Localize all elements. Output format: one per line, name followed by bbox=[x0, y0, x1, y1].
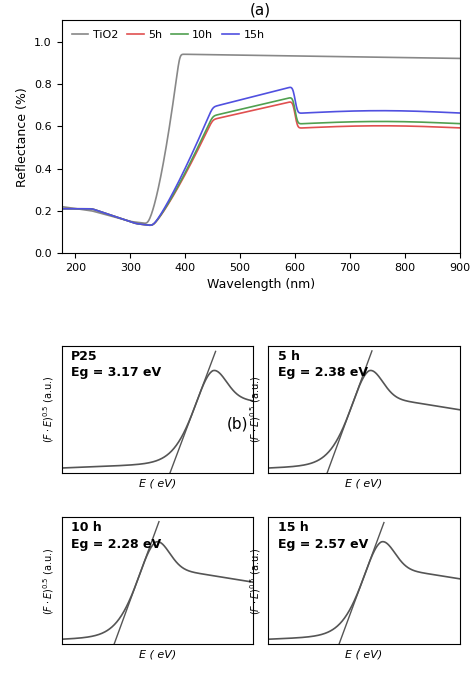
TiO2 bbox=[313, 52, 319, 60]
Line: 15h: 15h bbox=[62, 87, 460, 225]
10h bbox=[362, 117, 367, 125]
5h bbox=[287, 98, 293, 106]
15h bbox=[83, 205, 89, 213]
5h bbox=[313, 123, 319, 132]
5h bbox=[457, 124, 463, 132]
10h bbox=[287, 94, 293, 102]
15h bbox=[147, 221, 153, 229]
Text: P25: P25 bbox=[71, 350, 98, 363]
Legend: TiO2, 5h, 10h, 15h: TiO2, 5h, 10h, 15h bbox=[67, 26, 269, 45]
Text: Eg = 3.17 eV: Eg = 3.17 eV bbox=[71, 366, 161, 380]
TiO2 bbox=[362, 53, 367, 61]
5h bbox=[147, 221, 153, 229]
15h bbox=[457, 109, 463, 117]
TiO2 bbox=[59, 203, 64, 211]
Line: 10h: 10h bbox=[62, 98, 460, 225]
TiO2 bbox=[83, 206, 89, 214]
5h bbox=[59, 205, 64, 213]
10h bbox=[147, 221, 153, 229]
10h bbox=[402, 118, 408, 126]
Title: (a): (a) bbox=[250, 3, 271, 18]
15h bbox=[313, 108, 319, 117]
X-axis label: E ( eV): E ( eV) bbox=[346, 650, 383, 660]
15h bbox=[291, 89, 297, 98]
Y-axis label: $\mathit{( F \cdot E)^{0.5}}$ (a.u.): $\mathit{( F \cdot E)^{0.5}}$ (a.u.) bbox=[248, 376, 263, 443]
X-axis label: E ( eV): E ( eV) bbox=[346, 479, 383, 488]
15h bbox=[59, 205, 64, 213]
5h bbox=[83, 205, 89, 213]
Text: 5 h: 5 h bbox=[278, 350, 300, 363]
Text: 15 h: 15 h bbox=[278, 521, 309, 534]
10h bbox=[291, 100, 297, 108]
Y-axis label: $\mathit{( F \cdot E)^{0.5}}$ (a.u.): $\mathit{( F \cdot E)^{0.5}}$ (a.u.) bbox=[41, 376, 56, 443]
5h bbox=[291, 104, 297, 113]
X-axis label: E ( eV): E ( eV) bbox=[139, 650, 176, 660]
10h bbox=[301, 119, 307, 127]
Text: 10 h: 10 h bbox=[71, 521, 102, 534]
10h bbox=[457, 119, 463, 127]
Text: Eg = 2.28 eV: Eg = 2.28 eV bbox=[71, 538, 161, 551]
Line: TiO2: TiO2 bbox=[62, 54, 460, 223]
X-axis label: E ( eV): E ( eV) bbox=[139, 479, 176, 488]
Y-axis label: $\mathit{( F \cdot E)^{0.5}}$ (a.u.): $\mathit{( F \cdot E)^{0.5}}$ (a.u.) bbox=[41, 547, 56, 614]
15h bbox=[362, 106, 367, 115]
Y-axis label: Reflectance (%): Reflectance (%) bbox=[16, 87, 28, 186]
Text: Eg = 2.57 eV: Eg = 2.57 eV bbox=[278, 538, 368, 551]
15h bbox=[301, 109, 307, 117]
5h bbox=[362, 122, 367, 130]
TiO2 bbox=[301, 52, 307, 60]
TiO2 bbox=[402, 54, 408, 62]
Text: Eg = 2.38 eV: Eg = 2.38 eV bbox=[278, 366, 368, 380]
TiO2 bbox=[142, 219, 148, 227]
TiO2 bbox=[291, 52, 297, 60]
10h bbox=[59, 205, 64, 213]
5h bbox=[301, 124, 307, 132]
15h bbox=[402, 107, 408, 115]
15h bbox=[288, 83, 293, 92]
Y-axis label: $\mathit{( F \cdot E)^{0.5}}$ (a.u.): $\mathit{( F \cdot E)^{0.5}}$ (a.u.) bbox=[248, 547, 263, 614]
X-axis label: Wavelength (nm): Wavelength (nm) bbox=[207, 279, 315, 292]
Line: 5h: 5h bbox=[62, 102, 460, 225]
Text: (b): (b) bbox=[226, 416, 248, 431]
TiO2 bbox=[182, 50, 187, 58]
5h bbox=[402, 122, 408, 130]
TiO2 bbox=[457, 54, 463, 62]
10h bbox=[313, 119, 319, 127]
10h bbox=[83, 205, 89, 213]
